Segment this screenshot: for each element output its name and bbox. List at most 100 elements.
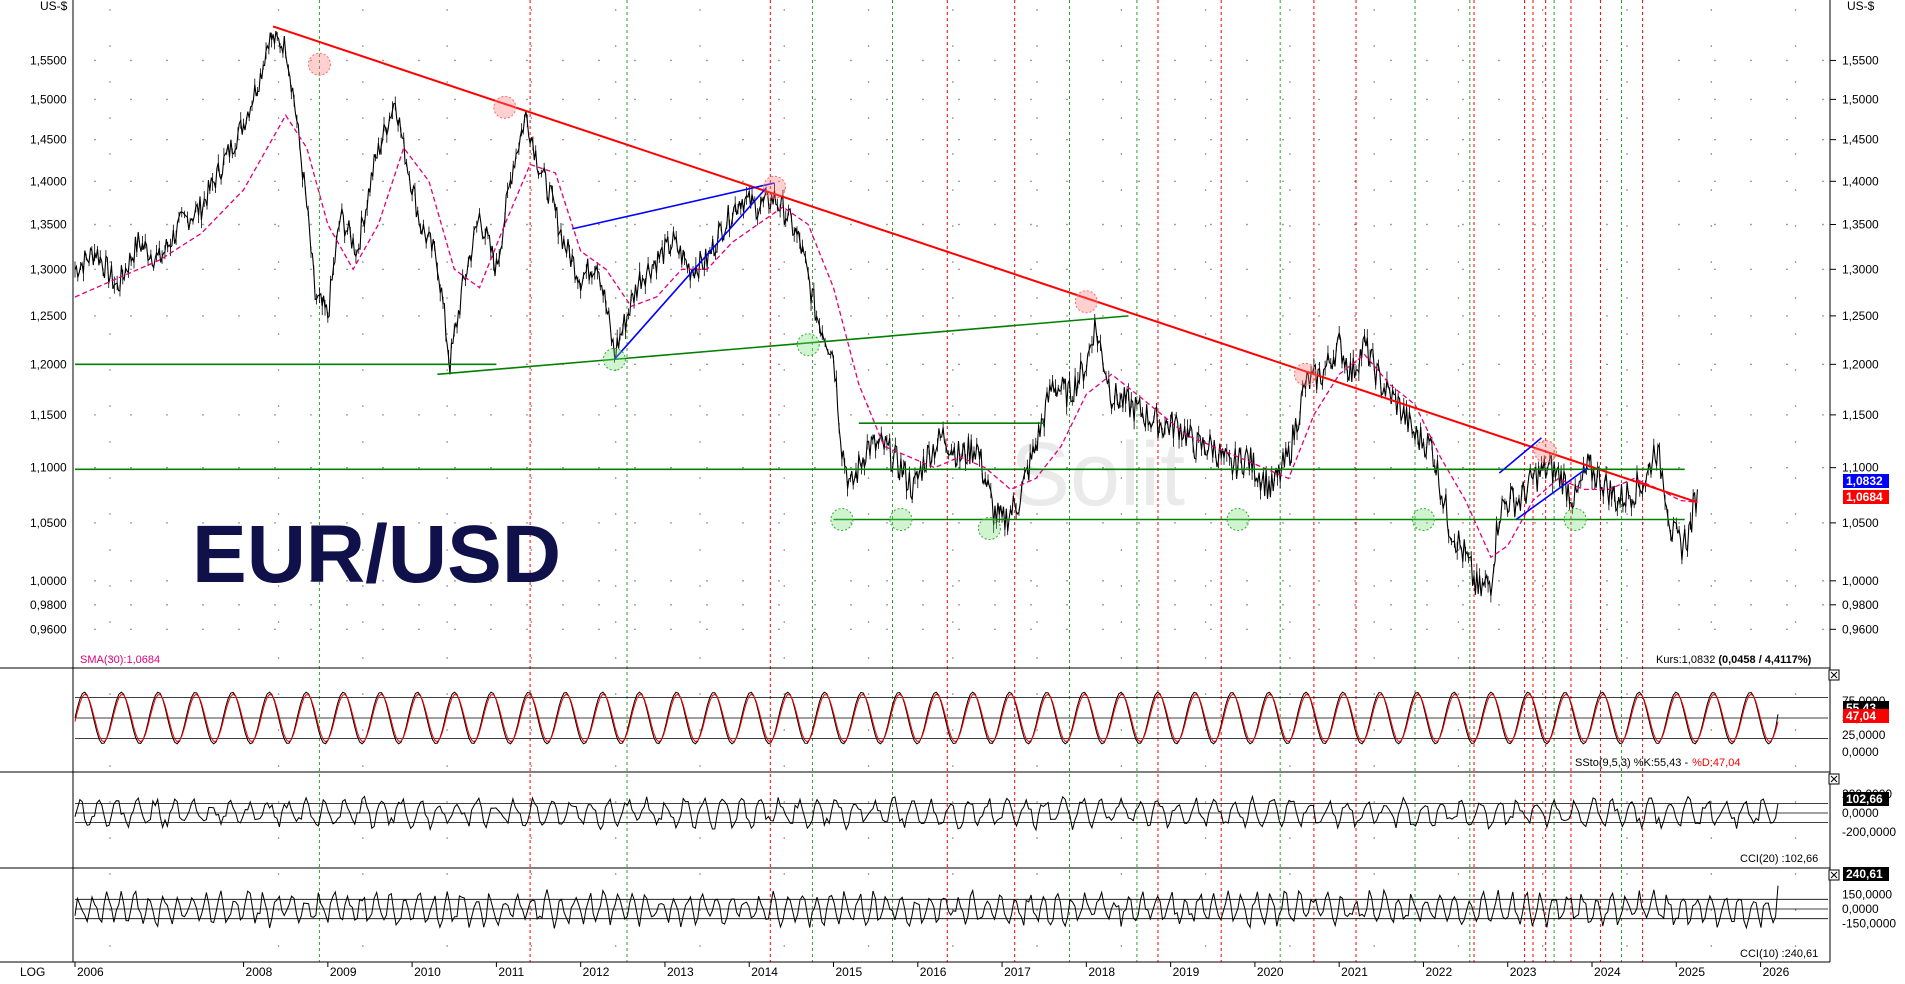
grid-dot (562, 580, 564, 582)
grid-dot (530, 81, 533, 83)
grid-dot (598, 315, 600, 317)
y-tick-label-left: 1,1500 (30, 408, 67, 422)
grid-dot (778, 363, 780, 366)
grid-dot (1282, 580, 1284, 582)
grid-dot (238, 223, 240, 226)
grid-dot (1794, 9, 1797, 11)
grid-dot (130, 580, 132, 582)
grid-dot (783, 873, 786, 875)
grid-dot (1534, 138, 1536, 141)
grid-dot (166, 580, 168, 582)
log-scale-label[interactable]: LOG (20, 965, 45, 979)
grid-dot (886, 59, 888, 62)
grid-dot (1246, 223, 1248, 226)
trendline-channel-lower[interactable] (613, 187, 767, 360)
grid-dot (277, 117, 280, 119)
grid-dot (1036, 405, 1038, 407)
grid-dot (166, 268, 168, 271)
grid-dot (783, 477, 786, 479)
y-tick-label-left: 1,5000 (30, 92, 67, 106)
trendline-channel-upper[interactable] (572, 182, 775, 230)
grid-dot (446, 117, 448, 119)
grid-dot (1570, 580, 1572, 582)
grid-dot (867, 693, 870, 695)
grid-dot (1541, 153, 1544, 155)
grid-dot (418, 59, 420, 62)
sma-legend-label: SMA(30):1,0684 (80, 654, 160, 666)
grid-dot (699, 801, 701, 803)
grid-dot (1120, 873, 1123, 875)
grid-dot (1373, 657, 1375, 659)
trendline-channel-2023-upper[interactable] (1498, 437, 1542, 474)
grid-dot (699, 765, 701, 767)
grid-dot (850, 363, 852, 366)
cci20-close-icon[interactable] (1828, 773, 1840, 785)
trendline-resistance[interactable] (272, 25, 1698, 504)
grid-dot (446, 261, 448, 263)
grid-dot (778, 522, 780, 524)
grid-dot (922, 363, 924, 366)
grid-dot (634, 580, 636, 582)
grid-dot (446, 621, 448, 623)
grid-dot (706, 604, 708, 606)
grid-dot (699, 369, 701, 371)
grid-dot (867, 873, 870, 875)
grid-dot (1102, 138, 1104, 141)
grid-dot (202, 268, 204, 271)
grid-dot (418, 604, 420, 606)
grid-dot (1318, 98, 1320, 101)
grid-dot (1210, 414, 1212, 416)
grid-dot (994, 604, 996, 606)
grid-dot (1066, 466, 1068, 469)
grid-dot (1373, 477, 1375, 479)
grid-dot (1390, 98, 1392, 101)
grid-dot (1541, 333, 1544, 335)
grid-dot (1289, 153, 1291, 155)
grid-dot (530, 729, 533, 731)
grid-dot (1794, 765, 1797, 767)
grid-dot (1318, 223, 1320, 226)
grid-dot (958, 363, 960, 366)
grid-dot (1498, 466, 1500, 469)
grid-dot (1606, 180, 1608, 183)
grid-dot (1457, 621, 1460, 623)
grid-dot (1457, 693, 1460, 695)
grid-dot (1390, 223, 1392, 226)
stoch-close-icon[interactable] (1828, 669, 1840, 681)
grid-dot (699, 477, 701, 479)
grid-dot (1462, 628, 1464, 631)
grid-dot (1246, 180, 1248, 183)
grid-dot (1794, 477, 1797, 479)
grid-dot (94, 138, 96, 141)
grid-dot (1390, 180, 1392, 183)
grid-dot (418, 98, 420, 101)
grid-dot (1794, 513, 1797, 515)
grid-dot (1714, 580, 1716, 582)
grid-dot (1120, 765, 1123, 767)
grid-dot (850, 98, 852, 101)
grid-dot (634, 268, 636, 271)
grid-dot (1036, 117, 1038, 119)
grid-dot (783, 729, 786, 731)
grid-dot (277, 45, 280, 47)
grid-dot (1354, 522, 1356, 524)
grid-dot (1036, 909, 1038, 911)
trendline-channel-2023-lower[interactable] (1515, 467, 1589, 521)
grid-dot (670, 604, 672, 606)
grid-dot (1204, 441, 1207, 443)
grid-dot (1204, 405, 1207, 407)
grid-dot (1534, 628, 1536, 631)
trendline-support-rising[interactable] (437, 315, 1129, 376)
grid-dot (1642, 580, 1644, 582)
grid-dot (202, 138, 204, 141)
cci10-close-icon[interactable] (1828, 869, 1840, 881)
grid-dot (166, 59, 168, 62)
grid-dot (454, 580, 456, 582)
grid-dot (867, 765, 870, 767)
grid-dot (1822, 363, 1824, 366)
grid-dot (886, 580, 888, 582)
grid-dot (109, 621, 111, 623)
grid-dot (277, 873, 280, 875)
grid-dot (1373, 81, 1375, 83)
grid-dot (699, 441, 701, 443)
